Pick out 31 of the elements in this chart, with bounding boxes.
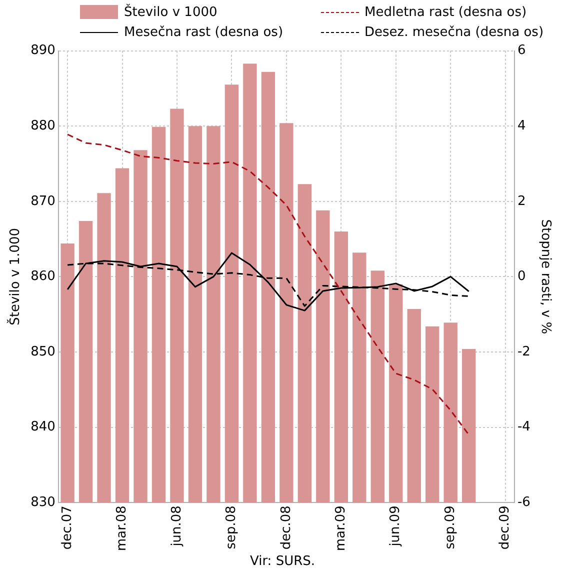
x-tick-label: dec.07 [60,506,75,550]
y2-tick-label: -4 [517,420,530,435]
y2-tick-label: -2 [517,344,530,360]
x-tick-label: sep.08 [224,506,240,550]
legend-label: Število v 1000 [124,4,218,20]
y2-tick-label: 0 [517,269,526,284]
y-tick-label: 860 [30,269,56,284]
y-tick-label: 830 [30,494,56,510]
text: Vir: SURS. [248,554,316,571]
x-tick-label: jun.09 [388,506,404,548]
legend-label: Desez. mesečna (desna os) [364,24,544,40]
x-tick-label: sep.09 [442,506,458,550]
legend-label: Medletna rast (desna os) [364,4,527,20]
x-tick-label: jun.08 [169,506,184,548]
line-series [66,134,470,436]
x-tick-label: mar.08 [114,506,130,552]
y-tick-label: 840 [30,420,56,435]
y2-axis-title: Stopnje rasti, v % [538,219,553,334]
y2-tick-label: 4 [517,118,526,134]
x-tick-label: dec.09 [498,506,513,550]
y-axis-title: Število v 1.000 [6,228,24,326]
y-tick-label: 880 [30,118,56,134]
x-tick-label: mar.09 [334,506,349,552]
legend-label: Mesečna rast (desna os) [124,24,284,40]
y-tick-label: 890 [30,43,56,58]
y2-tick-label: 2 [517,194,526,209]
x-tick-label: dec.08 [278,506,294,550]
y2-tick-label: -6 [517,494,530,510]
y-tick-label: 850 [30,344,56,360]
y-tick-label: 870 [30,194,56,209]
y2-tick-label: 6 [517,43,526,58]
